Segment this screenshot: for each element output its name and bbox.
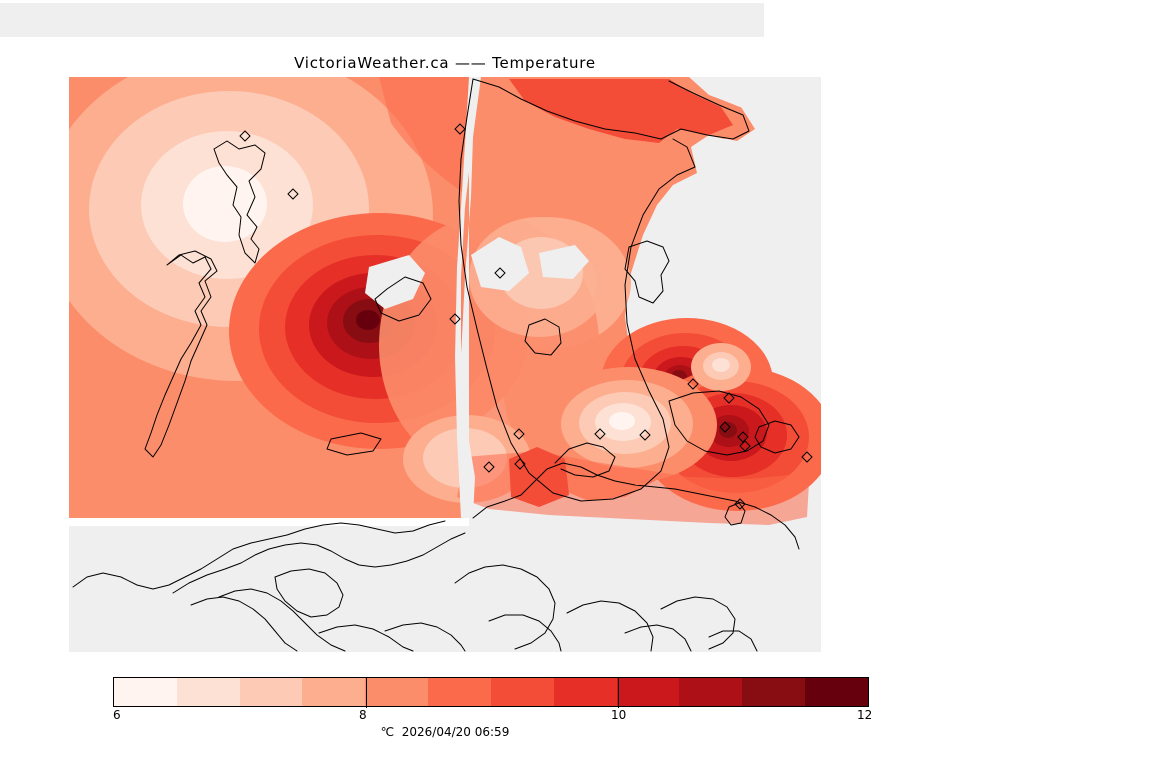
contour-field-group <box>69 77 821 652</box>
coastlines <box>72 78 800 652</box>
temperature-map-plot[interactable] <box>69 77 821 652</box>
colorbar-tick-6: 6 <box>113 708 121 722</box>
station-markers <box>239 123 813 510</box>
colorbar-divider-1 <box>618 678 619 708</box>
colorbar-tick-12: 12 <box>857 708 873 722</box>
colorbar-band-5 <box>428 678 491 706</box>
page-title: VictoriaWeather.ca —— Temperature <box>294 54 596 72</box>
colorbar-band-1 <box>176 678 240 706</box>
colorbar-tick-10: 10 <box>611 708 627 722</box>
colorbar-tick-labels: 6 8 10 12 <box>113 708 873 726</box>
colorbar-caption: ℃ 2026/04/20 06:59 <box>380 725 510 739</box>
south-nodata-region <box>69 518 469 652</box>
colorbar-band-7 <box>553 678 617 706</box>
colorbar-backdrop <box>0 3 764 37</box>
colorbar-band-2 <box>239 678 303 706</box>
east-cool-valley-contours <box>541 343 751 483</box>
map-canvas <box>69 77 821 652</box>
colorbar-divider-0 <box>366 678 367 708</box>
colorbar-band-0 <box>114 678 177 706</box>
colorbar-tick-8: 8 <box>359 708 367 722</box>
colorbar-band-6 <box>490 678 554 706</box>
sea-channels <box>365 77 589 518</box>
colorbar-gradient[interactable] <box>113 677 869 708</box>
colorbar[interactable]: 6 8 10 12 <box>113 677 872 722</box>
colorbar-band-8 <box>616 678 680 706</box>
colorbar-band-4 <box>365 678 429 706</box>
colorbar-band-9 <box>679 678 743 706</box>
colorbar-band-10 <box>742 678 806 706</box>
colorbar-band-11 <box>805 678 868 706</box>
colorbar-band-3 <box>302 678 366 706</box>
